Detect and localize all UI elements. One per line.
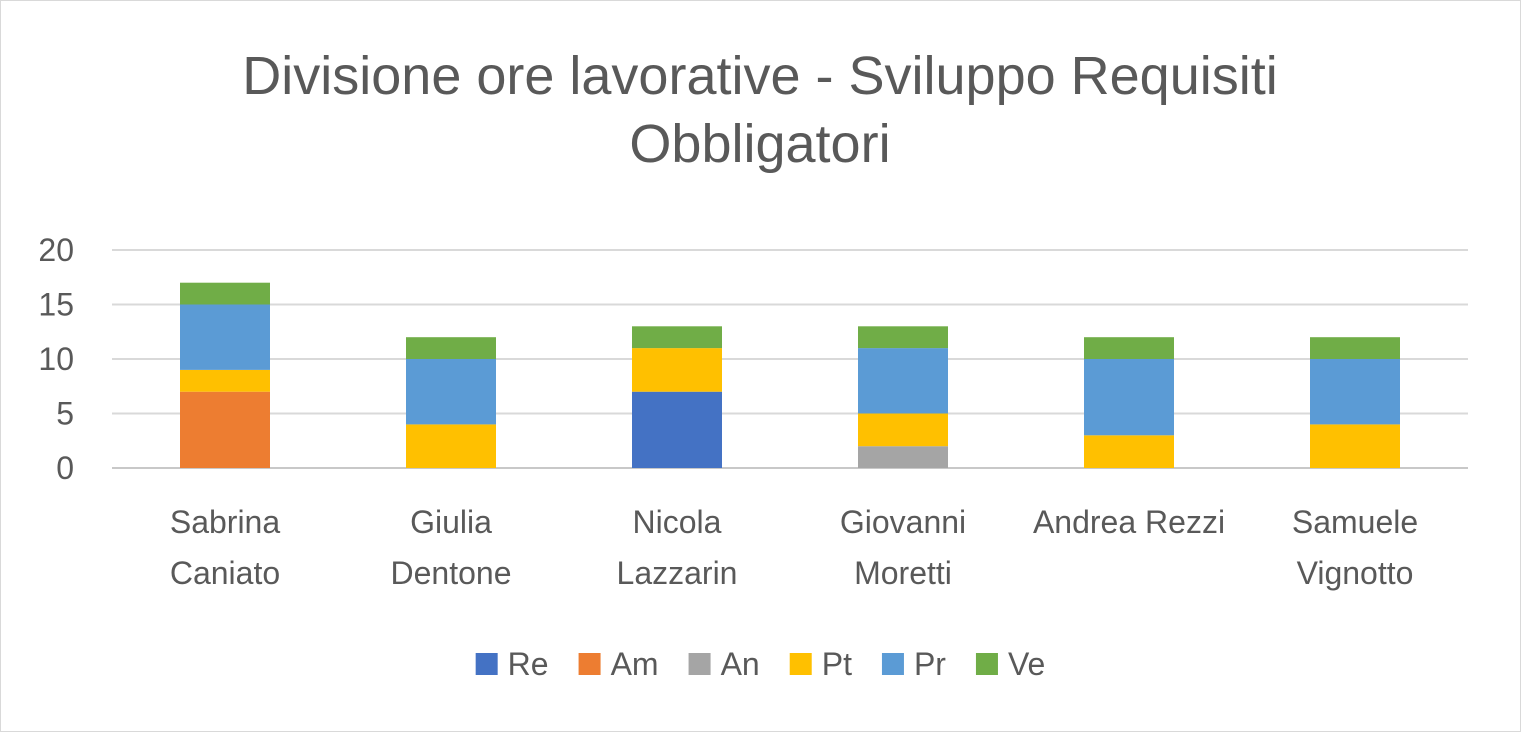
y-tick-label: 15 (38, 287, 74, 323)
legend-item-an: An (688, 646, 760, 682)
bar-segment-pt (180, 369, 270, 392)
bar-segment-pt (406, 424, 496, 468)
x-tick-label: Giovanni Moretti (840, 504, 966, 591)
x-tick-label-line: Giovanni (840, 504, 966, 540)
bar-segment-an (858, 446, 948, 468)
bar-segment-pr (180, 304, 270, 370)
y-tick-label: 20 (38, 232, 74, 268)
bars (180, 282, 1400, 468)
legend-swatch (688, 653, 711, 675)
bar-segment-pr (858, 348, 948, 414)
x-tick-label-line: Giulia (410, 504, 492, 540)
y-axis: 0 5 10 15 20 (38, 232, 74, 486)
y-tick-label: 10 (38, 341, 74, 377)
x-tick-label: Sabrina Caniato (170, 504, 281, 591)
legend-item-re: Re (475, 646, 549, 682)
legend: Re Am An Pt Pr Ve (475, 646, 1045, 682)
bar-segment-ve (1310, 337, 1400, 359)
x-tick-label-line: Samuele (1292, 504, 1418, 540)
x-tick-label-line: Caniato (170, 555, 280, 591)
bar-segment-pt (858, 413, 948, 447)
legend-label: Am (611, 646, 659, 682)
bar-segment-ve (406, 337, 496, 359)
x-tick-label-line: Dentone (391, 555, 512, 591)
x-axis: Sabrina Caniato Giulia Dentone Nicola Lazzari… (170, 504, 1418, 591)
legend-item-ve: Ve (975, 646, 1045, 682)
legend-label: Pr (914, 646, 946, 682)
legend-label: Re (508, 646, 549, 682)
x-tick-label: Samuele Vignotto (1292, 504, 1418, 591)
legend-swatch (475, 653, 498, 675)
legend-item-am: Am (578, 646, 659, 682)
x-tick-label-line: Moretti (854, 555, 952, 591)
bar-segment-pt (1310, 424, 1400, 468)
bar-segment-ve (180, 282, 270, 305)
chart-title: Divisione ore lavorative - Sviluppo Requ… (242, 46, 1278, 174)
x-tick-label: Andrea Rezzi (1033, 504, 1225, 540)
legend-swatch (881, 653, 904, 675)
legend-swatch (789, 653, 812, 675)
bar-segment-ve (858, 326, 948, 349)
bar-segment-pr (1084, 359, 1174, 436)
legend-label: An (721, 646, 760, 682)
gridlines (112, 249, 1468, 469)
bar-segment-pt (1084, 435, 1174, 468)
bar-segment-pr (406, 359, 496, 425)
bar-segment-ve (632, 326, 722, 349)
x-tick-label-line: Sabrina (170, 504, 281, 540)
x-tick-label: Giulia Dentone (391, 504, 512, 591)
legend-item-pr: Pr (881, 646, 946, 682)
bar-segment-ve (1084, 337, 1174, 359)
legend-item-pt: Pt (789, 646, 852, 682)
bar-segment-pr (1310, 359, 1400, 425)
legend-swatch (975, 653, 998, 675)
x-tick-label-line: Vignotto (1297, 555, 1414, 591)
legend-label: Ve (1008, 646, 1045, 682)
x-tick-label: Nicola Lazzarin (617, 504, 738, 591)
bar-segment-pt (632, 348, 722, 392)
legend-label: Pt (822, 646, 852, 682)
x-tick-label-line: Andrea Rezzi (1033, 504, 1225, 540)
y-tick-label: 5 (56, 396, 74, 432)
x-tick-label-line: Nicola (633, 504, 722, 540)
legend-swatch (578, 653, 601, 675)
x-tick-label-line: Lazzarin (617, 555, 738, 591)
bar-segment-re (632, 391, 722, 468)
bar-segment-am (180, 391, 270, 468)
y-tick-label: 0 (56, 450, 74, 486)
